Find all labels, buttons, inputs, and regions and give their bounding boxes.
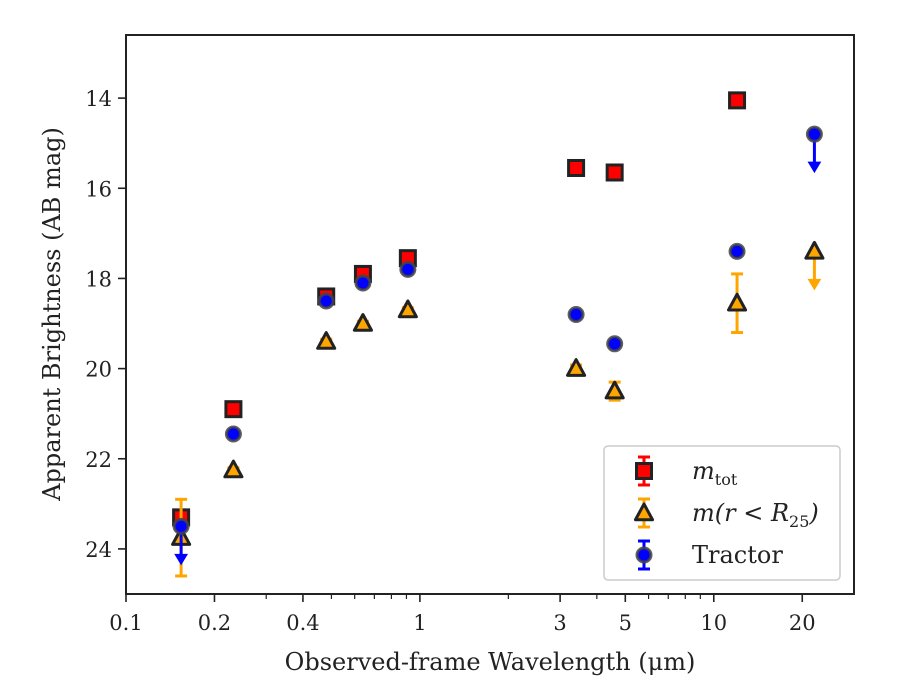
data-point	[223, 459, 244, 479]
data-point	[726, 272, 748, 335]
data-point	[605, 163, 624, 182]
x-axis-label: Observed-frame Wavelength (μm)	[285, 648, 696, 676]
legend-entry: m(r < R25)	[633, 497, 819, 531]
data-point	[316, 331, 337, 350]
x-tick-label: 20	[789, 611, 816, 635]
data-point	[224, 425, 242, 443]
circle-marker	[567, 306, 585, 323]
limit-arrow-head	[807, 161, 822, 174]
data-point	[805, 125, 823, 174]
data-layer	[171, 91, 825, 578]
legend-label: Tractor	[692, 541, 783, 569]
x-tick-label: 5	[619, 611, 632, 635]
circle-marker	[317, 292, 335, 310]
limit-arrow-head	[807, 278, 822, 291]
triangle-marker	[726, 292, 748, 312]
data-point	[224, 400, 243, 419]
data-point	[567, 158, 586, 177]
triangle-marker	[604, 380, 625, 400]
data-point	[352, 313, 373, 332]
data-point	[399, 260, 417, 278]
data-point	[354, 274, 372, 292]
x-tick-label: 10	[700, 611, 727, 635]
y-tick-label: 14	[85, 87, 112, 111]
y-tick-label: 24	[85, 538, 112, 562]
square-marker	[605, 163, 624, 182]
circle-marker	[224, 425, 242, 443]
triangle-marker	[316, 331, 337, 350]
x-tick-label: 3	[553, 611, 566, 635]
data-point	[604, 380, 625, 402]
data-point	[728, 242, 746, 260]
data-point	[567, 306, 585, 323]
triangle-marker	[566, 358, 587, 377]
legend-label: m(r < R25)	[692, 499, 819, 531]
square-marker	[728, 91, 747, 110]
series-triangle	[171, 240, 825, 578]
circle-marker	[399, 260, 417, 278]
limit-arrow-head	[174, 553, 188, 566]
x-tick-label: 0.4	[286, 611, 319, 635]
circle-marker	[635, 546, 653, 564]
square-marker	[635, 462, 653, 480]
plot-area	[125, 34, 855, 595]
triangle-marker	[397, 299, 418, 319]
circle-marker	[606, 335, 624, 353]
y-tick-label: 20	[85, 358, 112, 382]
triangle-marker	[633, 502, 655, 522]
circle-marker	[172, 517, 190, 535]
data-point	[172, 517, 190, 566]
data-point	[606, 335, 624, 353]
data-point	[566, 358, 587, 377]
x-tick-label: 0.1	[109, 611, 142, 635]
triangle-marker	[804, 240, 825, 260]
data-point	[317, 292, 335, 310]
axis-ticks: 0.1 0.2 0.4 1 3 5 10 20 14 16 18 20 22 24	[85, 87, 815, 635]
triangle-marker	[223, 459, 244, 479]
legend: mtot m(r < R25) Tractor	[603, 445, 841, 581]
y-tick-label: 16	[85, 177, 112, 201]
data-point	[728, 91, 747, 110]
y-tick-label: 22	[85, 448, 112, 472]
legend-label: mtot	[692, 457, 738, 489]
square-marker	[224, 400, 243, 419]
data-point	[804, 240, 825, 291]
triangle-marker	[352, 313, 373, 332]
legend-entry: mtot	[635, 455, 738, 489]
data-point	[397, 299, 418, 319]
x-tick-label: 1	[413, 611, 426, 635]
legend-entry: Tractor	[635, 539, 783, 571]
series-circle	[172, 125, 823, 566]
x-tick-label: 0.2	[198, 611, 231, 635]
circle-marker	[728, 242, 746, 260]
legend-box	[603, 445, 841, 581]
circle-marker	[805, 125, 823, 143]
square-marker	[567, 158, 586, 177]
y-axis-label: Apparent Brightness (AB mag)	[38, 127, 66, 502]
y-tick-label: 18	[85, 267, 112, 291]
circle-marker	[354, 274, 372, 292]
